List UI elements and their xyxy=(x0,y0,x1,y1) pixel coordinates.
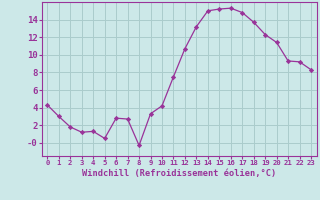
X-axis label: Windchill (Refroidissement éolien,°C): Windchill (Refroidissement éolien,°C) xyxy=(82,169,276,178)
